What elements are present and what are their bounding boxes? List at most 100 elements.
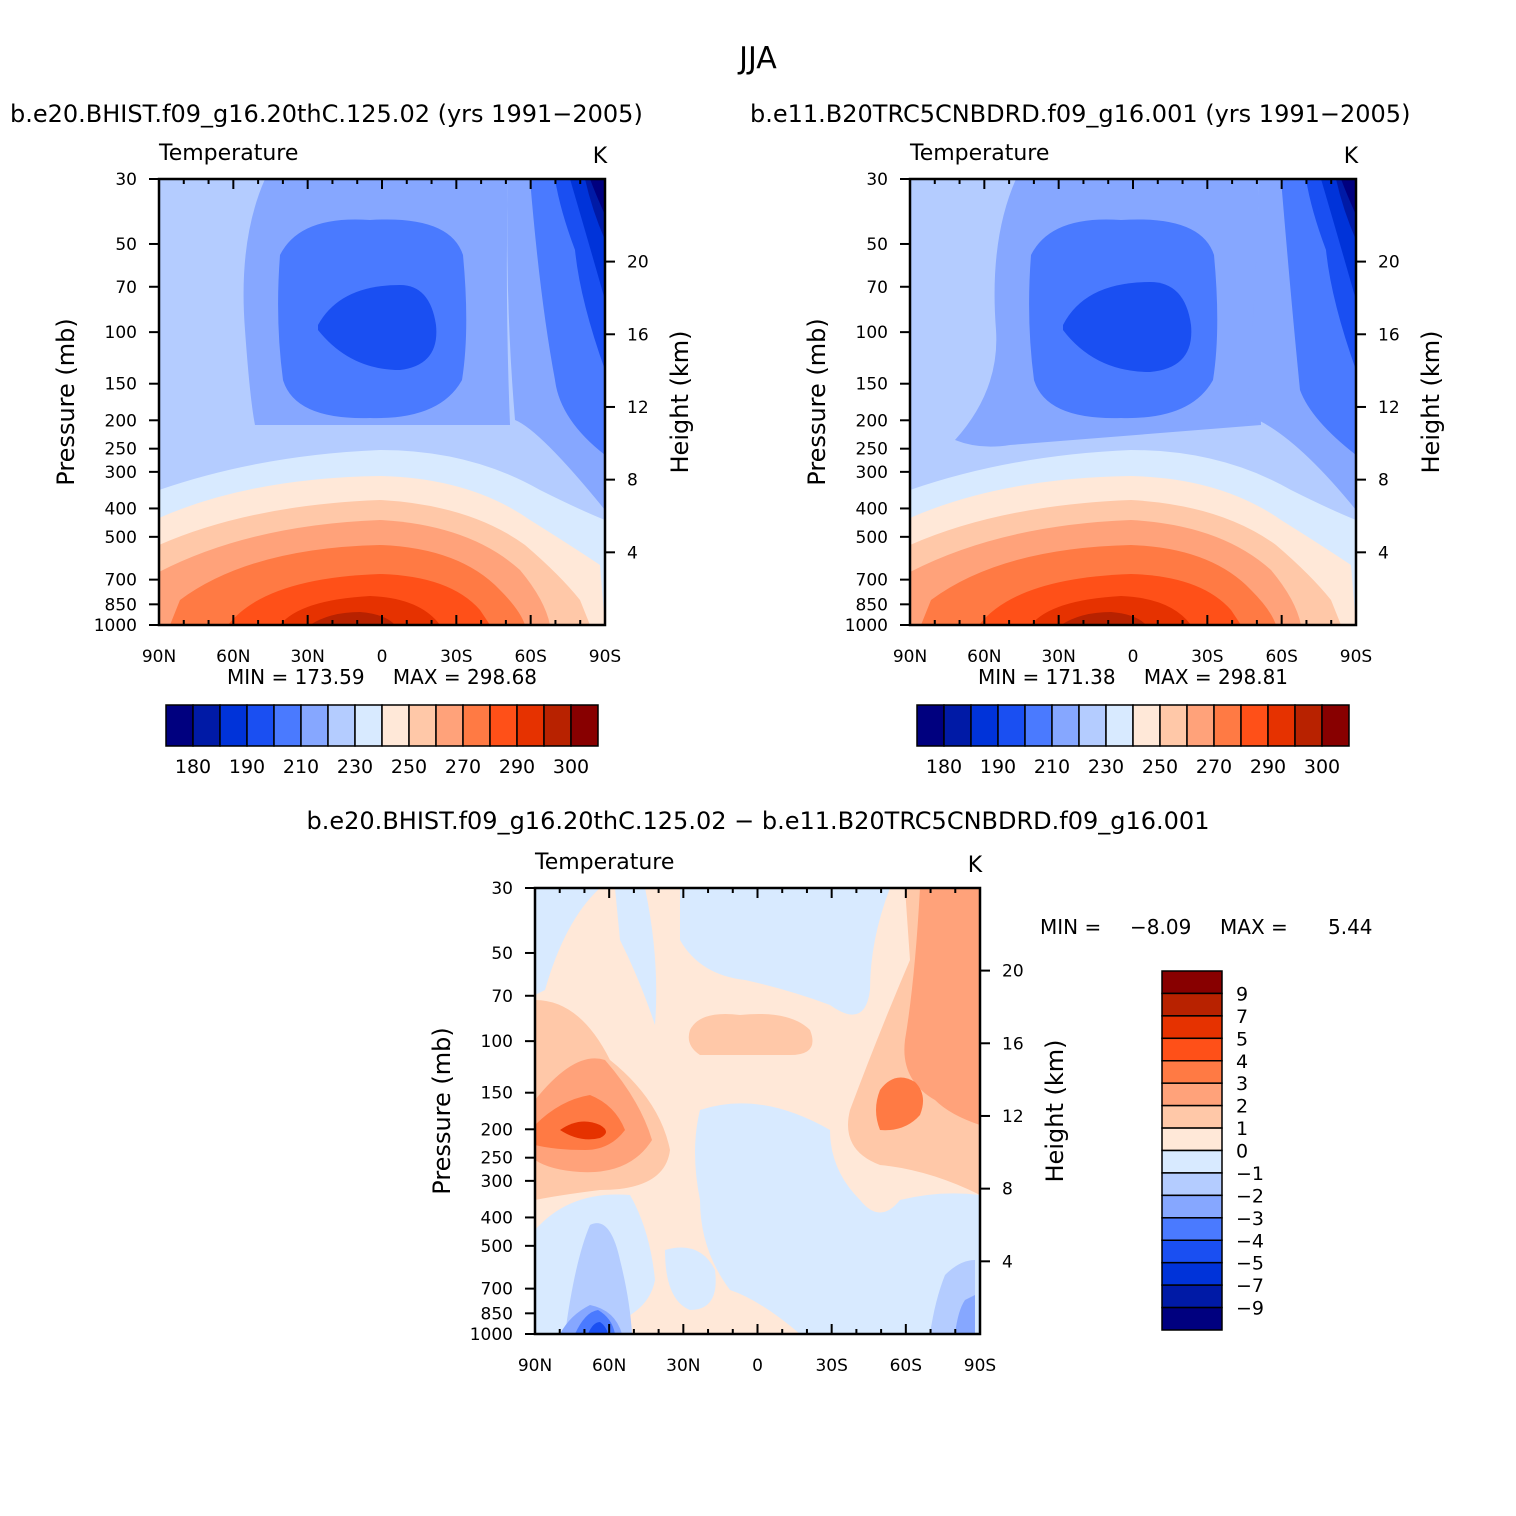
diff-max-value: 5.44 <box>1328 915 1373 939</box>
left-colorbar-box <box>435 704 464 747</box>
right-x-tick-label: 0 <box>1128 647 1139 667</box>
right-x-tick-label: 30N <box>1041 647 1075 667</box>
diff-max-label: MAX = <box>1220 915 1288 939</box>
right-band-295 <box>1031 596 1191 625</box>
left-min-label: MIN = 173.59 <box>227 665 365 689</box>
right-x-tick-label: 60N <box>967 647 1001 667</box>
left-y-tick-label: 50 <box>115 235 137 255</box>
diff-neg-strat-center <box>680 888 890 1015</box>
diff-neg-nh-top <box>535 888 600 995</box>
right-band-min-south <box>1341 179 1356 215</box>
right-colorbar-box <box>1132 704 1161 747</box>
left-units-label: K <box>593 144 608 169</box>
diff-colorbar-label: −3 <box>1236 1208 1264 1230</box>
left-colorbar-box <box>273 704 302 747</box>
left-colorbar-box <box>516 704 545 747</box>
diff-colorbar-label: −4 <box>1236 1230 1264 1252</box>
diff-colorbar-label: 4 <box>1236 1051 1248 1073</box>
diff-colorbar-box <box>1161 1217 1223 1241</box>
left-colorbar-label: 230 <box>337 756 373 778</box>
left-x-tick-label: 30S <box>440 647 472 667</box>
left-colorbar-box <box>381 704 410 747</box>
left-y-tick-label: 100 <box>105 323 137 343</box>
diff-y-tick-label: 150 <box>481 1084 513 1104</box>
left-colorbar-label: 180 <box>175 756 211 778</box>
right-colorbar-box <box>1213 704 1242 747</box>
left-x-tick-label: 30N <box>290 647 324 667</box>
right-colorbar: 180 190 210 230 250 270 290 300 <box>916 704 1350 778</box>
diff-colorbar-box <box>1161 1104 1223 1129</box>
diff-y-tick-label: 1000 <box>470 1325 513 1345</box>
diff-y-tick-label: 850 <box>481 1304 513 1324</box>
panel-left: b.e20.BHIST.f09_g16.20thC.125.02 (yrs 19… <box>10 100 694 778</box>
figure-title: JJA <box>737 41 777 76</box>
right-axes: 90N 60N 30N 0 30S 60S 90S 30 50 70 100 150 200 250 300… <box>803 170 1445 667</box>
diff-neg-nh-strat <box>615 888 657 1025</box>
diff-x-tick-label: 60S <box>890 1356 922 1376</box>
left-colorbar-box <box>354 704 383 747</box>
diff-band-1-tropics <box>688 1014 813 1055</box>
diff-band-2-sh <box>904 888 980 1125</box>
diff-colorbar-label: 3 <box>1236 1073 1248 1095</box>
left-y-tick-label: 30 <box>115 170 137 190</box>
right-y2label: Height (km) <box>1417 331 1445 474</box>
diff-colorbar-box <box>1161 1060 1223 1084</box>
diff-colorbar-box <box>1161 1194 1223 1219</box>
right-y-tick-label: 300 <box>856 463 888 483</box>
left-y-tick-label: 70 <box>115 278 137 298</box>
right-y-tick-label: 700 <box>856 571 888 591</box>
right-y-tick-label: 50 <box>866 235 888 255</box>
diff-x-tick-label: 60N <box>592 1356 626 1376</box>
right-contour-field <box>910 179 1356 625</box>
diff-min-value: −8.09 <box>1130 915 1191 939</box>
right-min-max-row: MIN = 171.38 MAX = 298.81 <box>978 665 1288 689</box>
diff-x-tick-label: 30S <box>815 1356 847 1376</box>
diff-colorbar-label: −9 <box>1236 1298 1264 1320</box>
diff-colorbar-label: 5 <box>1236 1028 1248 1050</box>
diff-title: b.e20.BHIST.f09_g16.20thC.125.02 − b.e11… <box>307 807 1210 835</box>
diff-colorbar-box <box>1161 992 1223 1017</box>
diff-colorbar-box <box>1161 1261 1223 1286</box>
left-y-tick-label: 300 <box>105 463 137 483</box>
left-y-tick-label: 1000 <box>94 616 137 636</box>
left-colorbar-label: 190 <box>229 756 265 778</box>
right-y2-tick-label: 4 <box>1378 543 1389 563</box>
left-colorbar-label: 300 <box>553 756 589 778</box>
diff-y2-tick-label: 8 <box>1002 1180 1013 1200</box>
right-colorbar-label: 210 <box>1034 756 1070 778</box>
right-colorbar-box <box>1186 704 1215 747</box>
diff-y-tick-label: 100 <box>481 1032 513 1052</box>
left-variable-label: Temperature <box>158 141 298 166</box>
right-colorbar-label: 230 <box>1088 756 1124 778</box>
diff-y-tick-label: 250 <box>481 1149 513 1169</box>
diff-colorbar-label: 2 <box>1236 1096 1248 1118</box>
left-y-tick-label: 500 <box>105 528 137 548</box>
diff-colorbar-label: 1 <box>1236 1118 1248 1140</box>
right-colorbar-box <box>1051 704 1080 747</box>
right-colorbar-label: 290 <box>1250 756 1286 778</box>
right-ylabel: Pressure (mb) <box>803 318 831 485</box>
left-run-title: b.e20.BHIST.f09_g16.20thC.125.02 (yrs 19… <box>10 100 643 128</box>
right-y-tick-label: 70 <box>866 278 888 298</box>
right-colorbar-box <box>1321 704 1350 747</box>
right-colorbar-box <box>916 704 945 747</box>
left-colorbar-box <box>327 704 356 747</box>
left-band-max <box>310 612 395 625</box>
left-y2-tick-label: 8 <box>627 471 638 491</box>
right-y2-tick-label: 12 <box>1378 398 1400 418</box>
diff-y-tick-label: 50 <box>491 944 513 964</box>
left-min-max-row: MIN = 173.59 MAX = 298.68 <box>227 665 537 689</box>
diff-colorbar-box <box>1161 1082 1223 1107</box>
right-units-label: K <box>1344 144 1359 169</box>
diff-neg-center <box>695 1103 980 1334</box>
right-x-tick-label: 30S <box>1191 647 1223 667</box>
right-colorbar-label: 250 <box>1142 756 1178 778</box>
right-colorbar-label: 300 <box>1304 756 1340 778</box>
left-band-200-tropical <box>318 285 437 370</box>
diff-band-minus4 <box>588 1322 608 1334</box>
left-x-tick-label: 60S <box>514 647 546 667</box>
left-x-tick-label: 90S <box>589 647 621 667</box>
diff-colorbar-label: 0 <box>1236 1141 1248 1163</box>
right-colorbar-box <box>1267 704 1296 747</box>
